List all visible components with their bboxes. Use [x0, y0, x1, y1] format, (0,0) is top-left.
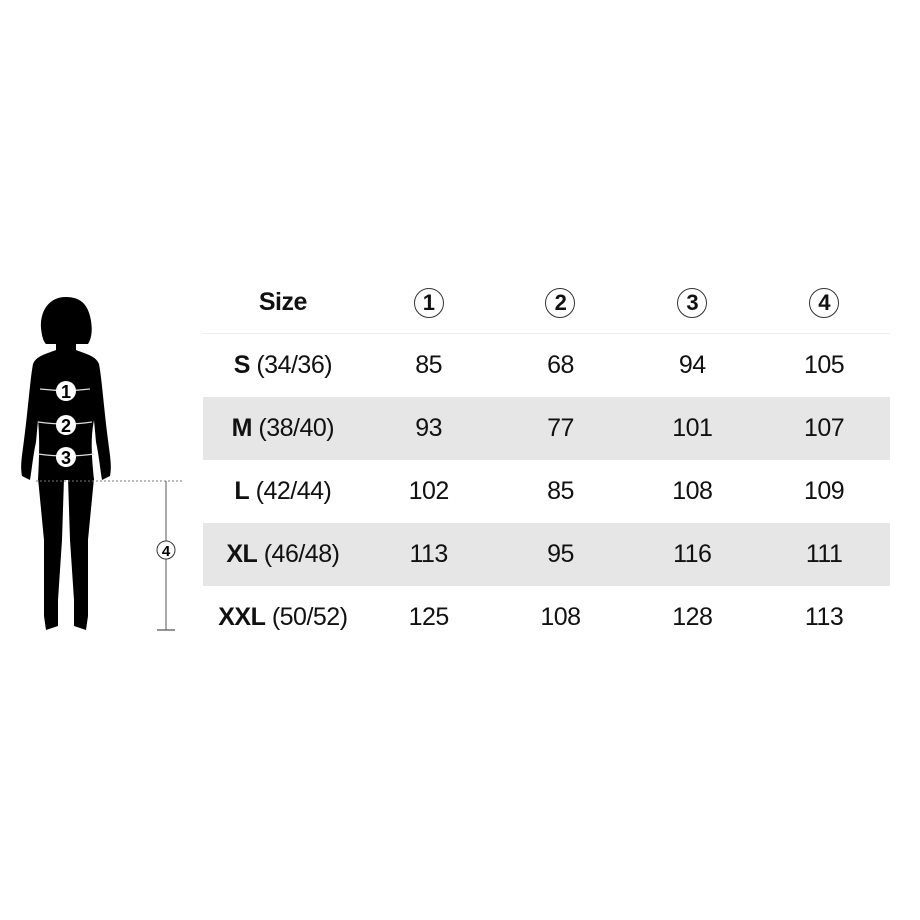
- measure-1-value: 102: [408, 477, 450, 505]
- size-name: S: [233, 351, 251, 379]
- size-chart-table: Size 1 2 3 4 S (34/36) 85 68 94 105 M (38/40)…: [203, 272, 890, 649]
- measure-4-header: 4: [758, 287, 890, 318]
- size-name: M: [231, 414, 253, 442]
- measure-4-icon: 4: [809, 287, 840, 318]
- marker-1-label: 1: [61, 382, 71, 402]
- size-name: XXL: [218, 603, 266, 631]
- measure-2-value: 85: [547, 477, 574, 505]
- body-silhouette: 1 2 3 4: [21, 297, 184, 631]
- size-cell: XXL (50/52): [203, 603, 363, 632]
- measure-2-icon: 2: [545, 287, 576, 318]
- measure-2-value: 68: [547, 351, 574, 379]
- marker-3-icon: 3: [56, 447, 76, 468]
- measure-4-value: 111: [805, 540, 843, 568]
- table-row: XXL (50/52) 125 108 128 113: [203, 586, 890, 649]
- size-cell: L (42/44): [203, 477, 363, 506]
- length-marker-icon: 4: [156, 540, 176, 560]
- measure-3-header: 3: [626, 287, 758, 318]
- table-row: M (38/40) 93 77 101 107: [203, 397, 890, 460]
- measure-1-icon: 1: [413, 287, 444, 318]
- size-cell: XL (46/48): [203, 540, 363, 569]
- size-column-header: Size: [258, 288, 308, 316]
- size-name: L: [234, 477, 250, 505]
- measure-1-value: 85: [415, 351, 443, 379]
- table-row: XL (46/48) 113 95 116 111: [203, 523, 890, 586]
- measure-1-value: 93: [415, 414, 443, 442]
- marker-2-icon: 2: [56, 415, 76, 436]
- marker-1-icon: 1: [56, 381, 76, 402]
- measure-3-value: 116: [673, 540, 712, 568]
- length-marker-label: 4: [162, 543, 171, 560]
- measure-2-header: 2: [495, 287, 627, 318]
- marker-2-label: 2: [61, 416, 71, 436]
- size-eu: (42/44): [255, 477, 332, 505]
- size-eu: (46/48): [263, 540, 340, 568]
- size-name: XL: [226, 540, 258, 568]
- measure-2-value: 95: [547, 540, 574, 568]
- size-cell: S (34/36): [203, 351, 363, 380]
- measure-1-value: 113: [409, 540, 448, 568]
- table-header: Size 1 2 3 4: [203, 272, 890, 334]
- measure-2-value: 77: [547, 414, 574, 442]
- table-row: S (34/36) 85 68 94 105: [203, 334, 890, 397]
- table-body: S (34/36) 85 68 94 105 M (38/40) 93 77 101 107 L (…: [203, 334, 890, 649]
- table-row: L (42/44) 102 85 108 109: [203, 460, 890, 523]
- size-eu: (50/52): [271, 603, 348, 631]
- measure-2-value: 108: [540, 603, 581, 631]
- measure-1-value: 125: [408, 603, 450, 631]
- measure-3-value: 101: [672, 414, 713, 442]
- size-eu: (34/36): [256, 351, 333, 379]
- measure-3-value: 128: [672, 603, 713, 631]
- measure-4-value: 105: [804, 351, 845, 379]
- measure-1-header: 1: [363, 287, 495, 318]
- size-eu: (38/40): [258, 414, 335, 442]
- measure-3-value: 108: [672, 477, 713, 505]
- measure-4-value: 107: [804, 414, 845, 442]
- marker-3-label: 3: [61, 448, 71, 468]
- size-cell: M (38/40): [203, 414, 363, 443]
- measure-3-value: 94: [678, 351, 706, 379]
- measure-4-value: 109: [804, 477, 845, 505]
- measure-4-value: 113: [804, 603, 844, 631]
- measure-3-icon: 3: [677, 287, 708, 318]
